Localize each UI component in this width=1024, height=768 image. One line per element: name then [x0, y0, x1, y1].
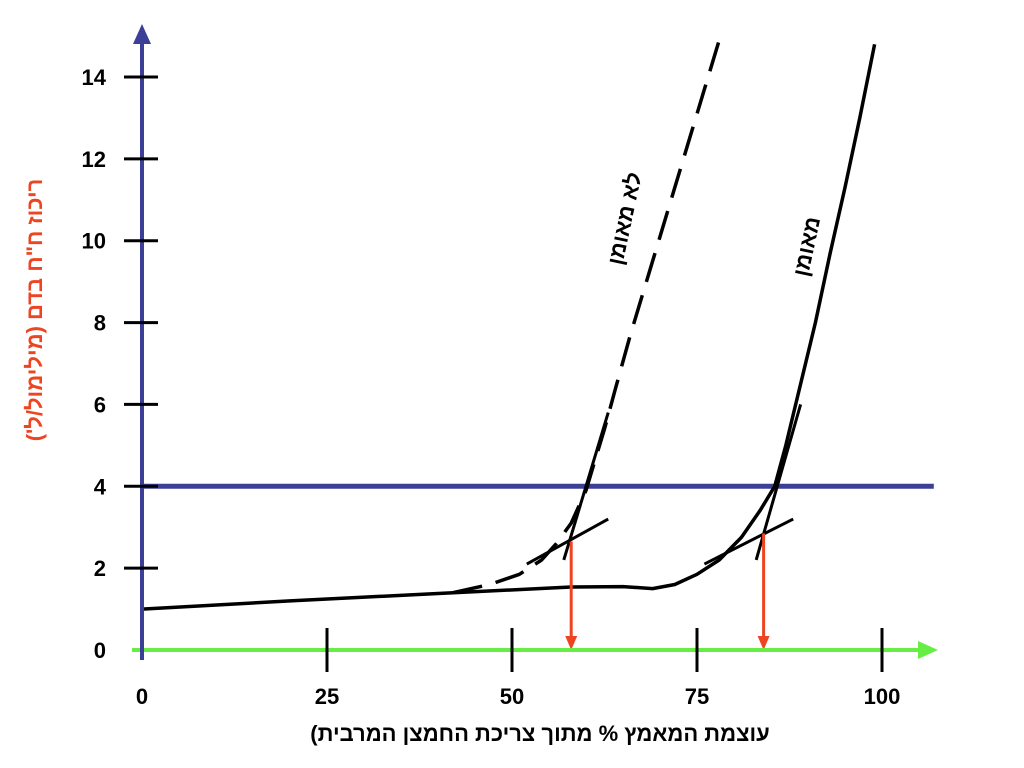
x-tick-label-100: 100: [864, 684, 901, 709]
tangent-line-1: [526, 517, 609, 566]
arrow-head-1: [565, 636, 578, 650]
arrow-head-2: [757, 636, 770, 650]
tangent-line-2: [703, 517, 794, 566]
y-axis-title: ריכוז ח"ח בדם (מילימול/ל'): [22, 179, 47, 442]
y-tick-label-14: 14: [82, 65, 107, 90]
x-tick-label-50: 50: [500, 684, 524, 709]
y-tick-label-8: 8: [94, 311, 106, 336]
series-label-2: מאומן: [788, 214, 825, 278]
x-tick-label-0: 0: [136, 684, 148, 709]
y-tick-label-12: 12: [82, 147, 106, 172]
series-line-1: [452, 39, 721, 595]
x-tick-label-75: 75: [685, 684, 709, 709]
y-tick-label-2: 2: [94, 556, 106, 581]
x-axis-arrowhead: [918, 641, 938, 659]
y-tick-label-10: 10: [82, 229, 106, 254]
x-tick-label-25: 25: [315, 684, 339, 709]
y-tick-label-0: 0: [94, 638, 106, 663]
series-label-1: לא מאומן: [603, 170, 647, 267]
series-line-2: [141, 43, 877, 611]
y-tick-label-4: 4: [94, 474, 107, 499]
y-tick-label-6: 6: [94, 392, 106, 417]
x-axis-title: עוצמת המאמץ % מתוך צריכת החמצן המרבית): [310, 721, 769, 746]
y-axis-arrowhead: [133, 24, 151, 44]
